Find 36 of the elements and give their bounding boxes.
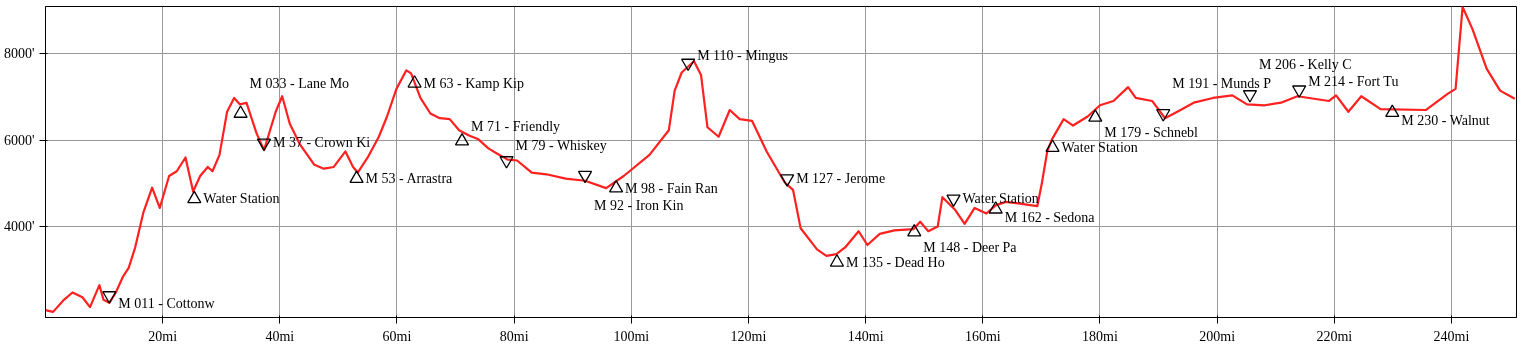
x-tick-label: 100mi	[613, 328, 650, 344]
x-tick-label: 140mi	[847, 328, 884, 344]
x-tick-label: 20mi	[148, 328, 178, 344]
x-tick-label: 220mi	[1316, 328, 1353, 344]
x-tick-label: 120mi	[730, 328, 767, 344]
x-tick-label: 160mi	[964, 328, 1001, 344]
y-tick-label: 6000'	[3, 132, 35, 148]
x-tick-label: 240mi	[1433, 328, 1470, 344]
data-label: M 63 - Kamp Kip	[423, 75, 524, 91]
data-label: M 71 - Friendly	[471, 118, 561, 134]
data-label: M 53 - Arrastra	[365, 171, 454, 187]
data-label: M 230 - Walnut	[1401, 113, 1490, 129]
data-label: M 148 - Deer Pa	[923, 239, 1018, 255]
data-label: M 179 - Schnebl	[1104, 124, 1199, 140]
y-tick-label: 8000'	[3, 46, 35, 62]
data-label: M 79 - Whiskey	[515, 137, 607, 153]
line-series	[45, 6, 1516, 313]
data-label: Water Station	[1061, 140, 1138, 156]
data-label: M 206 - Kelly C	[1258, 56, 1352, 72]
y-tick-label: 4000'	[3, 218, 35, 234]
data-label: M 92 - Iron Kin	[594, 197, 684, 213]
data-label: M 191 - Munds P	[1172, 75, 1272, 91]
data-label: M 110 - Mingus	[697, 47, 789, 63]
data-label: M 011 - Cottonw	[118, 296, 216, 311]
x-tick-label: 180mi	[1082, 328, 1118, 344]
data-label: M 98 - Fain Ran	[625, 180, 718, 196]
x-tick-label: 200mi	[1199, 328, 1236, 344]
x-tick-label: 40mi	[265, 328, 295, 344]
data-label: M 127 - Jerome	[796, 171, 886, 187]
data-label: Water Station	[203, 191, 280, 207]
x-tick-label: 60mi	[382, 328, 412, 344]
data-label: M 033 - Lane Mo	[249, 75, 350, 91]
data-label: M 214 - Fort Tu	[1308, 74, 1399, 90]
x-tick-label: 80mi	[499, 328, 529, 344]
data-label: M 135 - Dead Ho	[845, 254, 945, 270]
data-label: M 162 - Sedona	[1004, 209, 1096, 225]
